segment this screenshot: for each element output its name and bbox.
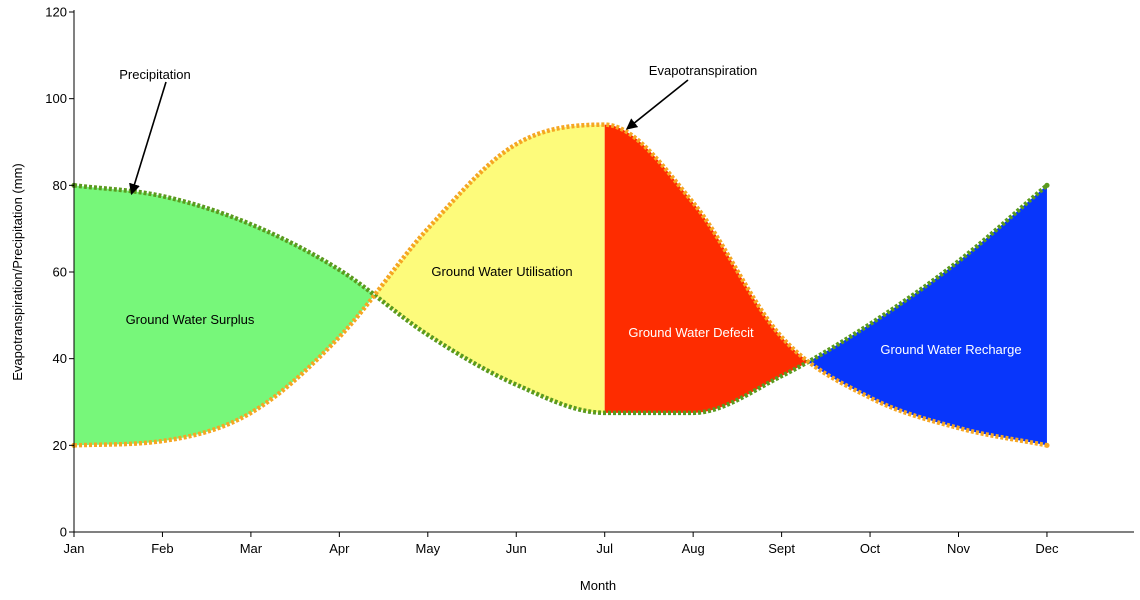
precipitation-line-group <box>71 182 1050 416</box>
annotation-evapotranspiration-arrow <box>625 79 689 130</box>
x-tick-label-oct: Oct <box>860 541 881 556</box>
x-tick-label-may: May <box>416 541 441 556</box>
y-tick-label-20: 20 <box>53 438 67 453</box>
x-tick-label-sept: Sept <box>768 541 795 556</box>
y-ticks: 0 20 40 60 80 100 120 <box>45 5 74 540</box>
annotation-evapotranspiration-label: Evapotranspiration <box>649 63 757 78</box>
region-defecit <box>604 124 809 413</box>
region-label-surplus: Ground Water Surplus <box>126 312 255 327</box>
y-tick-label-40: 40 <box>53 351 67 366</box>
x-tick-label-feb: Feb <box>151 541 173 556</box>
x-tick-label-jun: Jun <box>506 541 527 556</box>
x-tick-label-nov: Nov <box>947 541 971 556</box>
region-label-utilisation: Ground Water Utilisation <box>431 264 572 279</box>
y-axis-title: Evapotranspiration/Precipitation (mm) <box>10 163 25 380</box>
regions-layer <box>74 124 1047 446</box>
x-tick-label-dec: Dec <box>1035 541 1059 556</box>
x-tick-label-jan: Jan <box>64 541 85 556</box>
region-utilisation <box>374 124 605 413</box>
x-tick-label-apr: Apr <box>329 541 350 556</box>
annotation-precipitation-arrow <box>129 81 167 196</box>
precipitation-end-marker <box>1044 182 1050 188</box>
y-tick-label-120: 120 <box>45 5 67 20</box>
x-tick-label-jul: Jul <box>596 541 613 556</box>
evapotranspiration-end-marker <box>1044 442 1050 448</box>
y-tick-label-0: 0 <box>60 525 67 540</box>
x-tick-label-aug: Aug <box>682 541 705 556</box>
y-tick-label-60: 60 <box>53 265 67 280</box>
region-label-recharge: Ground Water Recharge <box>880 342 1021 357</box>
x-axis-title: Month <box>580 578 616 593</box>
annotation-precipitation-label: Precipitation <box>119 67 191 82</box>
region-labels: Ground Water Surplus Ground Water Utilis… <box>126 264 1022 357</box>
x-tick-label-mar: Mar <box>240 541 263 556</box>
region-recharge <box>808 185 1047 446</box>
precipitation-line <box>73 183 1049 416</box>
annotations: Precipitation Evapotranspiration <box>119 63 757 196</box>
evapotranspiration-line <box>73 122 1048 448</box>
x-ticks: Jan Feb Mar Apr May Jun Jul Aug Sept Oct Nov Dec <box>64 532 1059 556</box>
region-surplus <box>74 185 375 446</box>
series-layer <box>71 122 1050 448</box>
region-label-defecit: Ground Water Defecit <box>628 325 754 340</box>
y-tick-label-100: 100 <box>45 91 67 106</box>
y-tick-label-80: 80 <box>53 178 67 193</box>
